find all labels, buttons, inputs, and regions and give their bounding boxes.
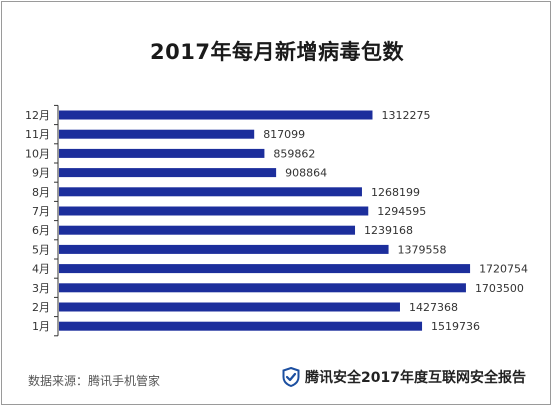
bar [59, 110, 373, 120]
data-label: 1427368 [409, 301, 458, 314]
data-label: 1268199 [371, 186, 420, 199]
data-label: 1312275 [381, 109, 430, 122]
category-label: 9月 [32, 167, 50, 180]
brand-text: 腾讯安全2017年度互联网安全报告 [305, 370, 526, 386]
shield-check-icon [282, 367, 300, 387]
category-label: 5月 [32, 243, 50, 256]
data-label: 859862 [273, 147, 315, 160]
bar [59, 244, 389, 254]
category-label: 7月 [32, 205, 50, 218]
data-label: 1294595 [377, 205, 426, 218]
brand-footer: 腾讯安全2017年度互联网安全报告 [282, 367, 526, 387]
data-label: 1239168 [364, 224, 413, 237]
bar [59, 129, 255, 139]
data-label: 1519736 [431, 320, 480, 333]
data-label: 908864 [285, 167, 327, 180]
bar [59, 302, 400, 312]
bar [59, 321, 423, 331]
category-label: 10月 [25, 147, 50, 160]
bar [59, 187, 362, 197]
bar [59, 206, 369, 216]
category-label: 11月 [25, 128, 50, 141]
chart-title: 2017年每月新增病毒包数 [150, 40, 404, 64]
category-label: 12月 [25, 109, 50, 122]
data-label: 1720754 [479, 263, 528, 276]
category-label: 1月 [32, 320, 50, 333]
data-label: 1703500 [475, 282, 524, 295]
category-label: 4月 [32, 263, 50, 276]
category-label: 8月 [32, 186, 50, 199]
bar [59, 148, 265, 158]
data-source-note: 数据来源：腾讯手机管家 [28, 374, 161, 388]
bar [59, 168, 277, 178]
category-label: 3月 [32, 282, 50, 295]
data-label: 817099 [263, 128, 305, 141]
data-label: 1379558 [398, 243, 447, 256]
bar [59, 264, 471, 274]
bar [59, 283, 466, 293]
category-label: 6月 [32, 224, 50, 237]
bar [59, 225, 356, 235]
category-label: 2月 [32, 301, 50, 314]
